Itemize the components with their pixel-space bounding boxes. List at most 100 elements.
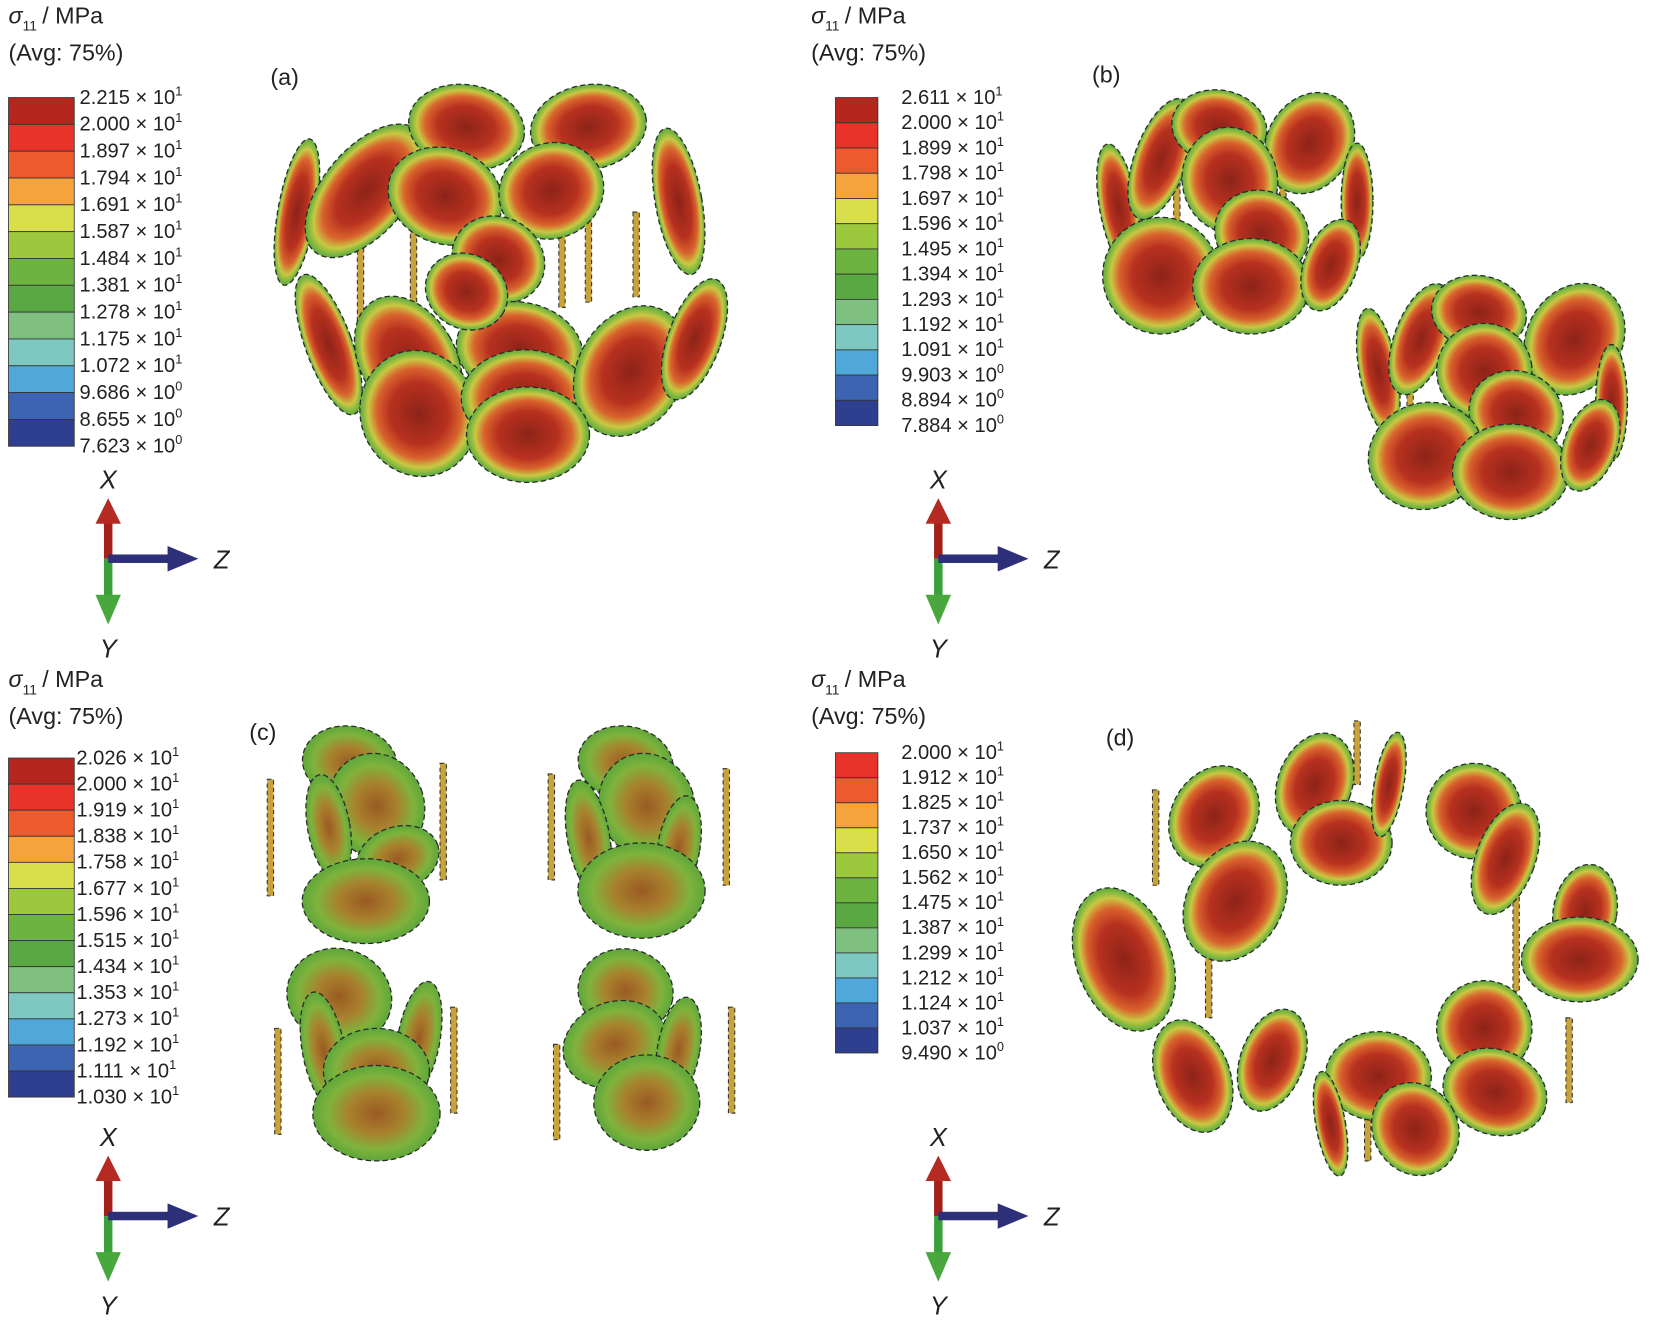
exponent: 1 <box>997 864 1004 879</box>
exponent: 1 <box>172 822 179 837</box>
legend-label: 1.484 × 101 <box>80 244 183 269</box>
legend-label: 1.562 × 101 <box>901 864 1004 889</box>
color-band <box>835 147 879 174</box>
disk <box>465 386 591 484</box>
mantissa: 1.434 × 10 <box>76 956 172 978</box>
z-axis-label: Z <box>1043 1204 1061 1232</box>
disk <box>1370 1082 1460 1177</box>
exponent: 1 <box>997 814 1004 829</box>
sigma: σ <box>9 666 24 692</box>
exponent: 1 <box>172 1083 179 1098</box>
exponent: 1 <box>997 311 1004 326</box>
exponent: 1 <box>997 210 1004 225</box>
color-band <box>8 757 75 785</box>
sigma: σ <box>9 2 24 28</box>
y-axis-head <box>95 1252 121 1282</box>
x-axis-label: X <box>99 1124 118 1152</box>
color-band <box>835 927 879 954</box>
exponent: 1 <box>172 979 179 994</box>
averaging: (Avg: 75%) <box>9 703 124 729</box>
legend-label: 2.000 × 101 <box>80 110 183 135</box>
exponent: 1 <box>997 839 1004 854</box>
mantissa: 1.596 × 10 <box>901 213 997 235</box>
unit: / MPa <box>845 2 906 28</box>
sigma: σ <box>811 666 826 692</box>
mantissa: 1.838 × 10 <box>76 826 172 848</box>
z-axis-head <box>997 1203 1029 1229</box>
edge-disk <box>552 1043 561 1141</box>
x-axis-head <box>925 1155 952 1182</box>
legend-label: 1.697 × 101 <box>901 184 1004 209</box>
mantissa: 1.394 × 10 <box>901 264 997 286</box>
y-axis-label: Y <box>930 1293 949 1321</box>
legend-label: 1.030 × 101 <box>76 1083 179 1108</box>
color-band <box>835 172 879 199</box>
y-axis-shaft <box>103 558 113 597</box>
legend-label: 1.475 × 101 <box>901 889 1004 914</box>
disk <box>1168 765 1260 868</box>
color-band <box>8 150 75 179</box>
legend-label: 1.124 × 101 <box>901 989 1004 1014</box>
color-band <box>835 827 879 854</box>
exponent: 0 <box>175 432 182 447</box>
legend-label: 1.596 × 101 <box>76 900 179 925</box>
mantissa: 1.299 × 10 <box>901 942 997 964</box>
mantissa: 1.273 × 10 <box>76 1008 172 1030</box>
disk <box>294 273 363 416</box>
color-band <box>8 311 75 340</box>
color-band <box>8 177 75 206</box>
color-band <box>8 835 75 863</box>
mantissa: 2.000 × 10 <box>76 773 172 795</box>
color-band <box>835 1027 879 1054</box>
z-axis-head <box>167 1203 199 1229</box>
subscript: 11 <box>23 19 37 34</box>
color-band <box>835 97 879 124</box>
exponent: 1 <box>997 109 1004 124</box>
edge-disk <box>1353 720 1361 786</box>
exponent: 1 <box>175 352 182 367</box>
mantissa: 8.655 × 10 <box>80 409 176 431</box>
z-axis-head <box>997 545 1029 572</box>
exponent: 1 <box>997 914 1004 929</box>
mantissa: 1.697 × 10 <box>901 188 997 210</box>
z-axis-shaft <box>108 1211 170 1221</box>
color-band <box>835 122 879 149</box>
exponent: 1 <box>997 134 1004 149</box>
disk <box>1289 799 1393 886</box>
color-band <box>8 231 75 259</box>
y-axis-head <box>925 1252 952 1282</box>
disk <box>1520 916 1639 1003</box>
exponent: 1 <box>172 1005 179 1020</box>
mantissa: 1.495 × 10 <box>901 238 997 260</box>
disk <box>1192 237 1311 335</box>
mantissa: 1.484 × 10 <box>80 248 176 270</box>
color-band <box>8 418 75 447</box>
mantissa: 1.475 × 10 <box>901 892 997 914</box>
disk <box>660 278 729 401</box>
legend-label: 1.919 × 101 <box>76 796 179 821</box>
z-axis-shaft <box>938 554 1000 563</box>
mantissa: 1.293 × 10 <box>901 289 997 311</box>
color-band <box>8 940 75 968</box>
mantissa: 9.903 × 10 <box>901 364 997 386</box>
legend-label: 1.273 × 101 <box>76 1005 179 1030</box>
legend-label: 1.495 × 101 <box>901 235 1004 260</box>
legend-label: 8.655 × 100 <box>80 405 183 430</box>
mantissa: 1.562 × 10 <box>901 867 997 889</box>
legend-label: 2.611 × 101 <box>901 83 1002 108</box>
color-band <box>8 966 75 994</box>
legend-label: 1.825 × 101 <box>901 789 1004 814</box>
legend-label: 1.072 × 101 <box>80 352 183 377</box>
color-band <box>835 223 879 250</box>
legend-label: 1.912 × 101 <box>901 764 1004 789</box>
legend-label: 1.838 × 101 <box>76 822 179 847</box>
color-band <box>8 338 75 367</box>
color-band <box>835 349 879 376</box>
mantissa: 7.884 × 10 <box>901 415 997 437</box>
subscript: 11 <box>825 19 839 34</box>
legend-label: 1.677 × 101 <box>76 874 179 899</box>
edge-disk <box>274 1027 282 1135</box>
legend-label: 1.175 × 101 <box>80 325 183 350</box>
